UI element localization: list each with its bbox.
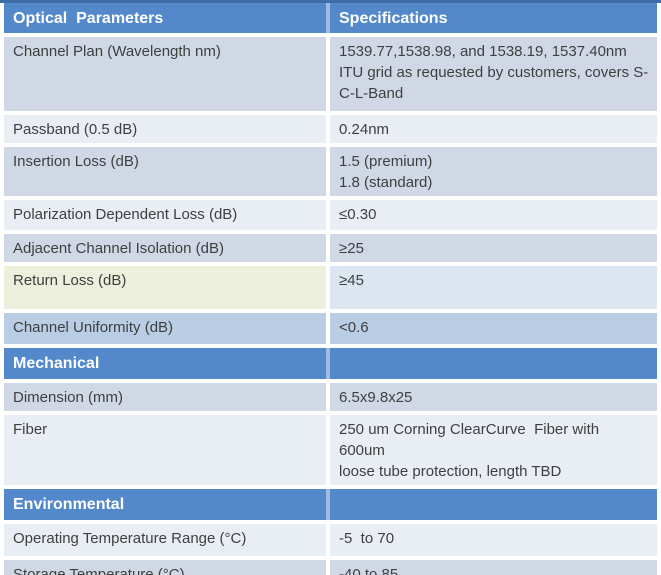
column-divider [326,200,330,230]
param-cell: Adjacent Channel Isolation (dB) [4,234,326,262]
value-cell: <0.6 [330,313,657,344]
param-cell: Channel Uniformity (dB) [4,313,326,344]
table-row-return-loss: Return Loss (dB) ≥45 [4,266,657,309]
section-label: Mechanical [13,355,100,372]
table-row-channel-plan: Channel Plan (Wavelength nm) 1539.77,153… [4,37,657,111]
table-row-operating-temperature-range: Operating Temperature Range (°C) -5 to 7… [4,524,657,556]
table-row-passband: Passband (0.5 dB) 0.24nm [4,115,657,143]
value-cell: 6.5x9.8x25 [330,383,657,411]
param-cell: Dimension (mm) [4,383,326,411]
param-cell: Channel Plan (Wavelength nm) [4,37,326,111]
column-header-optical-parameters: Optical Parameters [13,10,164,27]
value-cell: 250 um Corning ClearCurve Fiber with 600… [330,415,657,485]
specifications-table: Optical Parameters Specifications Channe… [4,3,657,575]
column-divider [326,489,330,520]
column-divider [326,234,330,262]
column-divider [326,348,330,379]
table-header-row: Optical Parameters Specifications [4,3,657,33]
column-divider [326,560,330,575]
table-row-polarization-dependent-loss: Polarization Dependent Loss (dB) ≤0.30 [4,200,657,230]
value-cell: 1.5 (premium) 1.8 (standard) [330,147,657,196]
column-divider [326,3,330,33]
section-header-environmental: Environmental [4,489,657,520]
value-cell: 0.24nm [330,115,657,143]
column-divider [326,524,330,556]
value-cell: ≤0.30 [330,200,657,230]
table-row-storage-temperature: Storage Temperature (°C) -40 to 85 [4,560,657,575]
column-divider [326,313,330,344]
param-cell: Insertion Loss (dB) [4,147,326,196]
table-row-insertion-loss: Insertion Loss (dB) 1.5 (premium) 1.8 (s… [4,147,657,196]
column-divider [326,115,330,143]
column-divider [326,147,330,196]
param-cell: Passband (0.5 dB) [4,115,326,143]
param-cell: Storage Temperature (°C) [4,560,326,575]
section-empty-cell [330,489,657,520]
section-header-mechanical: Mechanical [4,348,657,379]
table-top-border [0,0,661,3]
param-cell: Return Loss (dB) [4,266,326,309]
param-cell: Operating Temperature Range (°C) [4,524,326,556]
column-divider [326,383,330,411]
value-cell: ≥45 [330,266,657,309]
table-row-fiber: Fiber 250 um Corning ClearCurve Fiber wi… [4,415,657,485]
value-cell: -5 to 70 [330,524,657,556]
value-cell: -40 to 85 [330,560,657,575]
column-header-specifications: Specifications [339,10,448,27]
section-empty-cell [330,348,657,379]
table-row-dimension: Dimension (mm) 6.5x9.8x25 [4,383,657,411]
param-cell: Polarization Dependent Loss (dB) [4,200,326,230]
section-label: Environmental [13,496,125,513]
value-cell: ≥25 [330,234,657,262]
column-divider [326,415,330,485]
param-cell: Fiber [4,415,326,485]
table-row-adjacent-channel-isolation: Adjacent Channel Isolation (dB) ≥25 [4,234,657,262]
value-cell: 1539.77,1538.98, and 1538.19, 1537.40nm … [330,37,657,111]
column-divider [326,266,330,309]
column-divider [326,37,330,111]
table-row-channel-uniformity: Channel Uniformity (dB) <0.6 [4,313,657,344]
